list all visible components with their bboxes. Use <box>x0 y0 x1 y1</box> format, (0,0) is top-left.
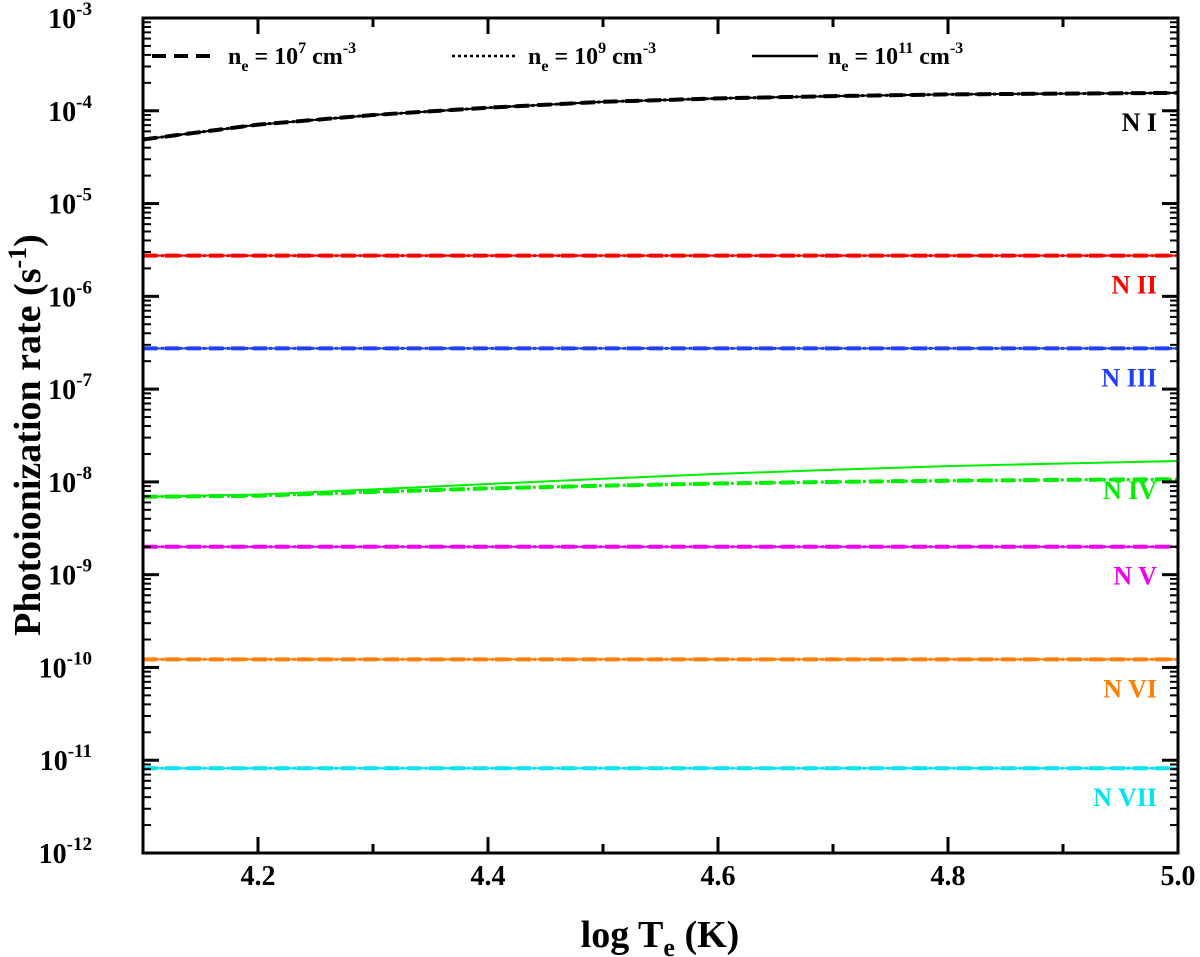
axes: 4.2 4.4 4.6 4.8 5.010-310-410-510-610-710-81… <box>39 0 1196 892</box>
y-tick-base: 10 <box>48 468 76 499</box>
y-tick-exp: -9 <box>76 556 92 577</box>
y-tick-exp: -3 <box>76 0 92 20</box>
ion-label: N VII <box>1093 783 1157 812</box>
legend-sub: e <box>241 58 248 75</box>
legend-eq: = 10 <box>248 44 298 70</box>
x-axis-label-sub: e <box>663 933 675 957</box>
legend-unit-exp: -3 <box>643 40 656 57</box>
y-tick-label: 10-12 <box>39 834 92 870</box>
legend-n: n <box>828 44 841 70</box>
legend-unit-exp: -3 <box>343 40 356 57</box>
y-axis-label-main: Photoionization rate (s <box>7 269 49 636</box>
y-axis-label: Photoionization rate (s-1) <box>3 234 49 636</box>
ion-label: N I <box>1122 108 1157 137</box>
y-tick-label: 10-5 <box>48 185 92 221</box>
y-tick-label: 10-6 <box>48 277 92 313</box>
x-axis-label-main: log T <box>581 914 664 956</box>
y-tick-exp: -6 <box>76 277 92 298</box>
y-tick-base: 10 <box>48 4 76 35</box>
plot-marks: N I N II N III N IV N V N VI N VII <box>142 90 1179 812</box>
legend-exp: 11 <box>898 40 913 57</box>
y-axis-label-sup: -1 <box>3 247 32 269</box>
y-tick-exp: -10 <box>67 648 92 669</box>
ion-label: N V <box>1113 562 1157 591</box>
series-n-iv-ne_1e11 <box>142 460 1179 498</box>
y-tick-label: 10-9 <box>48 556 92 592</box>
y-tick-label: 10-10 <box>39 648 92 684</box>
ion-label: N VI <box>1103 674 1157 703</box>
legend-exp: 7 <box>298 40 306 57</box>
legend-sub: e <box>841 58 848 75</box>
y-tick-base: 10 <box>48 561 76 592</box>
legend-entry: ne = 107 cm-3 <box>228 40 356 75</box>
y-tick-exp: -5 <box>76 185 92 206</box>
y-tick-label: 10-11 <box>40 741 92 777</box>
ion-label: N IV <box>1103 476 1157 505</box>
legend-eq: = 10 <box>848 44 898 70</box>
y-tick-base: 10 <box>48 190 76 221</box>
y-tick-label: 10-4 <box>48 92 92 128</box>
y-tick-base: 10 <box>39 839 67 870</box>
legend-unit: cm <box>606 44 643 70</box>
x-tick-label: 4.8 <box>931 861 966 892</box>
y-tick-base: 10 <box>40 746 68 777</box>
y-tick-exp: -8 <box>76 463 92 484</box>
x-tick-label: 4.4 <box>471 861 506 892</box>
legend-entry: ne = 1011 cm-3 <box>828 40 963 75</box>
legend-exp: 9 <box>598 40 606 57</box>
y-tick-exp: -12 <box>67 834 92 855</box>
x-tick-label: 4.2 <box>241 861 276 892</box>
y-tick-label: 10-3 <box>48 0 92 35</box>
x-tick-label: 4.6 <box>701 861 736 892</box>
legend-n: n <box>528 44 541 70</box>
y-tick-label: 10-8 <box>48 463 92 499</box>
legend-unit-exp: -3 <box>950 40 963 57</box>
ion-label: N III <box>1101 363 1157 392</box>
legend-sub: e <box>541 58 548 75</box>
x-tick-label: 5.0 <box>1161 861 1196 892</box>
y-tick-base: 10 <box>48 375 76 406</box>
y-tick-base: 10 <box>39 653 67 684</box>
legend-entry: ne = 109 cm-3 <box>528 40 656 75</box>
legend-unit: cm <box>306 44 343 70</box>
y-tick-exp: -4 <box>76 92 92 113</box>
legend: ne = 107 cm-3 ne = 109 cm-3 ne = 1011 cm-3 <box>152 40 963 75</box>
series-n-iv-ne_1e9 <box>142 477 1179 499</box>
ion-label: N II <box>1111 271 1157 300</box>
y-tick-base: 10 <box>48 282 76 313</box>
y-tick-exp: -7 <box>76 370 92 391</box>
legend-unit: cm <box>913 44 950 70</box>
y-axis-label-tail: ) <box>7 234 49 247</box>
legend-n: n <box>228 44 241 70</box>
legend-eq: = 10 <box>548 44 598 70</box>
y-tick-base: 10 <box>48 97 76 128</box>
y-tick-label: 10-7 <box>48 370 92 406</box>
x-axis-label: log Te (K) <box>581 914 740 957</box>
series-n-i-ne_1e11 <box>142 91 1179 141</box>
x-axis-label-tail: (K) <box>675 914 739 956</box>
y-tick-exp: -11 <box>68 741 92 762</box>
plot-frame <box>141 16 1180 855</box>
series-n-iv-ne_1e7 <box>142 477 1179 499</box>
